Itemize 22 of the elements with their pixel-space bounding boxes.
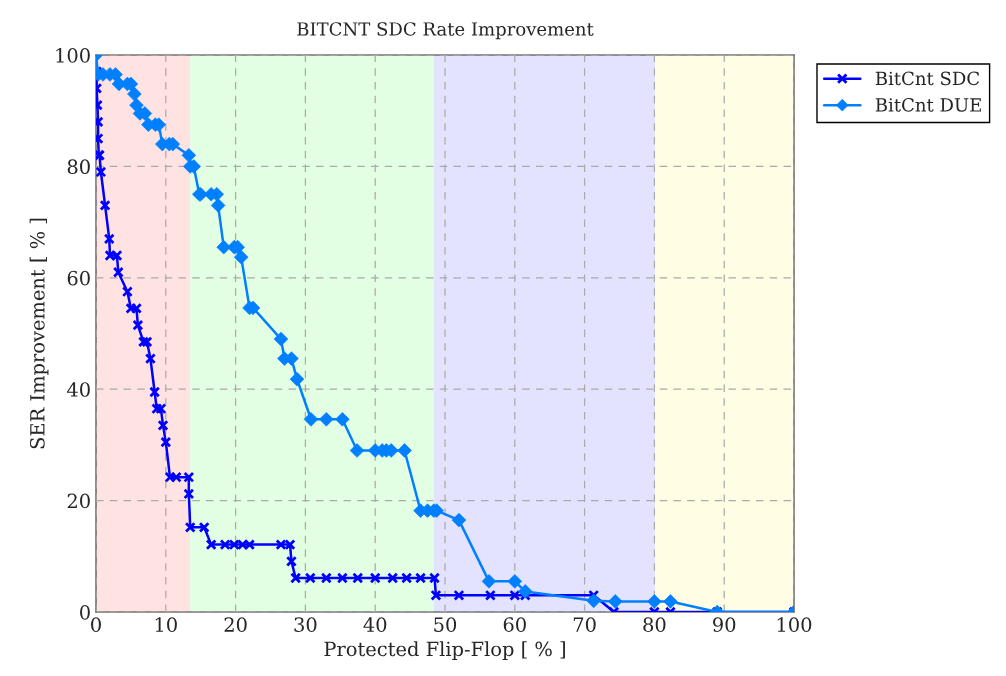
legend-label: BitCnt DUE	[875, 98, 981, 112]
x-tick-label: 50	[434, 617, 457, 632]
x-tick-label: 60	[503, 617, 526, 632]
x-tick-label: 90	[713, 617, 736, 632]
x-tick-label: 20	[224, 617, 247, 632]
x-axis-title: Protected Flip-Flop [ % ]	[324, 641, 565, 661]
x-tick-label: 80	[643, 617, 666, 632]
y-tick-label: 80	[67, 159, 90, 175]
chart-title: BITCNT SDC Rate Improvement	[297, 22, 594, 40]
y-tick-label: 40	[66, 382, 90, 397]
y-tick-label: 0	[80, 604, 90, 620]
x-tick-label: 40	[363, 617, 387, 632]
y-axis-title: SER Improvement [ % ]	[29, 218, 49, 449]
x-tick-label: 0	[91, 617, 101, 632]
y-tick-label: 20	[67, 493, 90, 509]
x-tick-label: 10	[155, 617, 177, 632]
y-tick-label: 60	[67, 270, 90, 286]
legend-label: BitCnt SDC	[875, 71, 980, 86]
x-tick-label: 100	[777, 617, 812, 632]
x-tick-label: 30	[294, 617, 317, 632]
x-tick-label: 70	[573, 617, 596, 632]
y-tick-label: 100	[56, 47, 90, 63]
